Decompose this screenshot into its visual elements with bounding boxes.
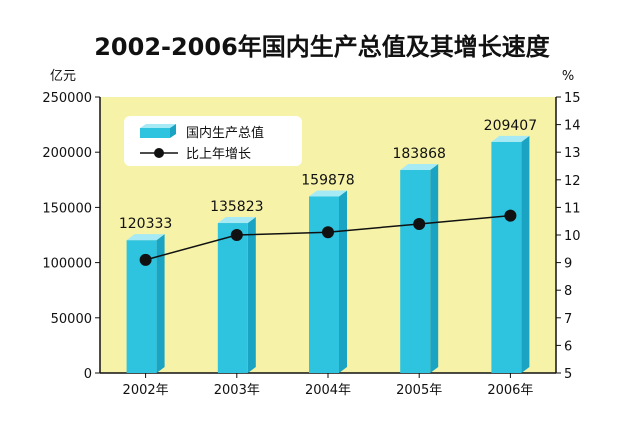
right-tick-label: 11 <box>564 201 581 216</box>
axes: 0 50000 100000 150000 200000 250000 5 6 7 8 9 10 11 1… <box>42 91 580 398</box>
bar-top <box>491 135 530 142</box>
right-tick-label: 9 <box>564 257 572 272</box>
left-tick-label: 50000 <box>51 312 92 327</box>
bar-value-label: 209407 <box>484 118 537 134</box>
legend-bar-swatch-side <box>170 124 176 138</box>
bar-front <box>309 196 339 373</box>
right-tick-label: 12 <box>564 174 581 189</box>
legend-marker-swatch <box>154 148 164 158</box>
growth-point <box>139 253 152 266</box>
right-tick-label: 15 <box>564 91 581 106</box>
right-tick-label: 8 <box>564 284 572 299</box>
left-axis-unit: 亿元 <box>50 69 76 84</box>
bar-value-label: 135823 <box>210 199 263 215</box>
bar-side <box>247 217 256 373</box>
growth-line-group <box>139 209 517 266</box>
bar-top <box>217 217 256 224</box>
left-tick-label: 150000 <box>42 201 92 216</box>
bar-side <box>521 135 530 373</box>
bars-group: 120333 135823 159878 183868 209407 <box>119 118 537 373</box>
bar-top <box>126 234 165 241</box>
bar-front <box>217 223 248 373</box>
right-tick-label: 7 <box>564 312 572 327</box>
x-category-label: 2003年 <box>214 383 260 398</box>
x-category-label: 2002年 <box>123 383 169 398</box>
bar <box>400 164 439 373</box>
x-category-label: 2006年 <box>487 383 533 398</box>
legend-label-line: 比上年增长 <box>186 147 251 162</box>
bar-value-label: 159878 <box>301 172 354 188</box>
bar-value-label: 183868 <box>392 146 445 162</box>
right-tick-label: 6 <box>564 339 572 354</box>
legend-bar-swatch <box>140 128 170 138</box>
right-tick-label: 5 <box>564 367 572 382</box>
bar-side <box>430 164 439 373</box>
bar <box>491 135 530 373</box>
chart-title: 2002-2006年国内生产总值及其增长速度 <box>94 33 551 61</box>
bar-side <box>339 190 347 373</box>
growth-point <box>413 217 426 230</box>
left-tick-label: 200000 <box>42 146 92 161</box>
right-axis-unit: % <box>562 69 574 84</box>
right-tick-label: 13 <box>564 146 581 161</box>
left-tick-label: 0 <box>84 367 92 382</box>
right-tick-label: 14 <box>564 119 581 134</box>
growth-point <box>504 209 517 222</box>
bar-front <box>400 170 431 373</box>
legend-bar-swatch-top <box>140 124 176 128</box>
bar-top <box>309 190 347 197</box>
x-category-label: 2004年 <box>305 383 351 398</box>
bar-top <box>400 164 439 171</box>
bar-value-label: 120333 <box>119 216 172 232</box>
x-category-label: 2005年 <box>396 383 442 398</box>
growth-point <box>230 229 243 241</box>
legend-label-bar: 国内生产总值 <box>186 125 264 141</box>
bar <box>217 217 256 373</box>
growth-point <box>322 226 334 239</box>
bar-front <box>491 141 522 373</box>
right-tick-label: 10 <box>564 229 581 244</box>
bar-side <box>156 234 165 373</box>
left-tick-label: 100000 <box>42 257 92 272</box>
left-tick-label: 250000 <box>42 91 92 106</box>
bar <box>309 190 347 373</box>
